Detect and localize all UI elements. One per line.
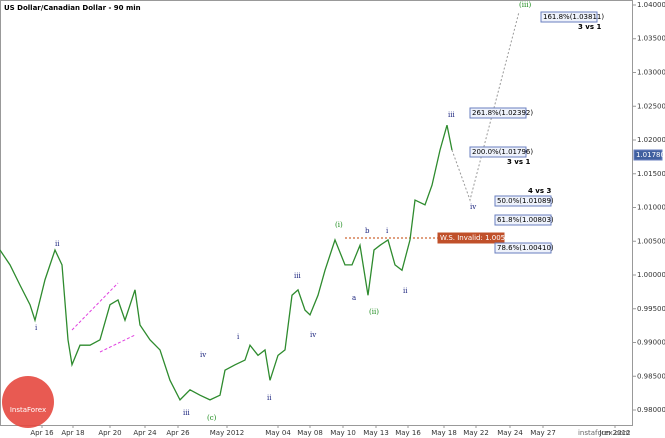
logo-badge — [2, 376, 54, 428]
annotation: (iii) — [519, 1, 531, 9]
label-box — [469, 107, 527, 119]
annotation: i — [35, 324, 38, 332]
x-tick-label: May 13 — [363, 429, 389, 437]
label-box — [469, 146, 527, 158]
x-tick-label: May 18 — [431, 429, 457, 437]
annotation: 3 vs 1 — [507, 158, 530, 166]
y-tick-label: 0.99500 — [637, 305, 665, 313]
y-tick-label: 1.00500 — [637, 237, 665, 245]
label-box — [540, 11, 598, 23]
y-tick-label: 0.98000 — [637, 406, 665, 414]
label-box — [494, 214, 552, 226]
annotation: iv — [310, 331, 316, 339]
annotation: 200.0%(1.01796) — [472, 148, 533, 156]
x-tick-label: May 08 — [297, 429, 323, 437]
annotation: (i) — [335, 221, 343, 229]
y-tick-label: 0.99000 — [637, 339, 665, 347]
x-tick-label: May 04 — [265, 429, 291, 437]
annotation: 61.8%(1.00803) — [497, 216, 554, 224]
y-tick-label: 1.03000 — [637, 68, 665, 76]
price-line — [0, 124, 453, 401]
annotation: a — [352, 294, 356, 302]
y-tick-label: 1.01500 — [637, 170, 665, 178]
annotation: 1.01780 — [636, 151, 665, 159]
annotation: 161.8%(1.03811) — [543, 13, 604, 21]
annotation: ii — [55, 240, 60, 248]
x-tick-label: Apr 20 — [98, 429, 121, 437]
y-tick-label: 0.98500 — [637, 372, 665, 380]
watermark: instaforex.com — [578, 429, 630, 437]
annotation: 50.0%(1.01089) — [497, 197, 554, 205]
annotation: 3 vs 1 — [578, 23, 601, 31]
x-tick-label: May 24 — [497, 429, 523, 437]
channel — [71, 282, 119, 331]
y-tick-label: 1.04000 — [637, 1, 665, 9]
annotation: iv — [470, 203, 476, 211]
chart-title: US Dollar/Canadian Dollar - 90 min — [4, 4, 141, 12]
label-box — [633, 149, 663, 161]
annotation: 261.8%(1.02392) — [472, 109, 533, 117]
x-tick-label: May 2012 — [210, 429, 245, 437]
y-tick-label: 1.02500 — [637, 102, 665, 110]
y-tick-label: 1.03500 — [637, 35, 665, 43]
annotation: iii — [294, 272, 301, 280]
logo: InstaForex — [10, 406, 46, 414]
annotation: (c) — [207, 414, 217, 422]
annotation: 78.6%(1.00410) — [497, 244, 554, 252]
annotation: iii — [448, 111, 455, 119]
annotation: i — [386, 227, 389, 235]
plot-frame — [0, 0, 633, 426]
label-box — [437, 232, 505, 244]
x-tick-label: May 10 — [330, 429, 356, 437]
channel — [99, 334, 136, 353]
x-tick-label: Apr 24 — [133, 429, 157, 437]
x-tick-label: May 27 — [530, 429, 556, 437]
x-tick-label: May 16 — [395, 429, 421, 437]
annotation: iv — [200, 351, 206, 359]
x-tick-label: Jun 2012 — [599, 429, 631, 437]
x-tick-label: Apr 16 — [30, 429, 54, 437]
annotation: (ii) — [369, 308, 379, 316]
x-tick-label: Apr 18 — [61, 429, 84, 437]
y-tick-label: 1.00000 — [637, 271, 665, 279]
label-box — [494, 195, 552, 207]
annotation: iii — [183, 409, 190, 417]
annotation: b — [365, 227, 370, 235]
projection — [451, 11, 520, 202]
annotation: i — [237, 333, 240, 341]
annotation: W.S. Invalid: 1.00527 — [440, 234, 514, 242]
x-tick-label: Apr 26 — [166, 429, 190, 437]
annotation: ii — [403, 287, 408, 295]
y-tick-label: 1.02000 — [637, 136, 665, 144]
y-tick-label: 1.01000 — [637, 204, 665, 212]
annotation: 4 vs 3 — [528, 187, 551, 195]
annotation: ii — [267, 394, 272, 402]
label-box — [494, 242, 552, 254]
x-tick-label: May 22 — [463, 429, 489, 437]
